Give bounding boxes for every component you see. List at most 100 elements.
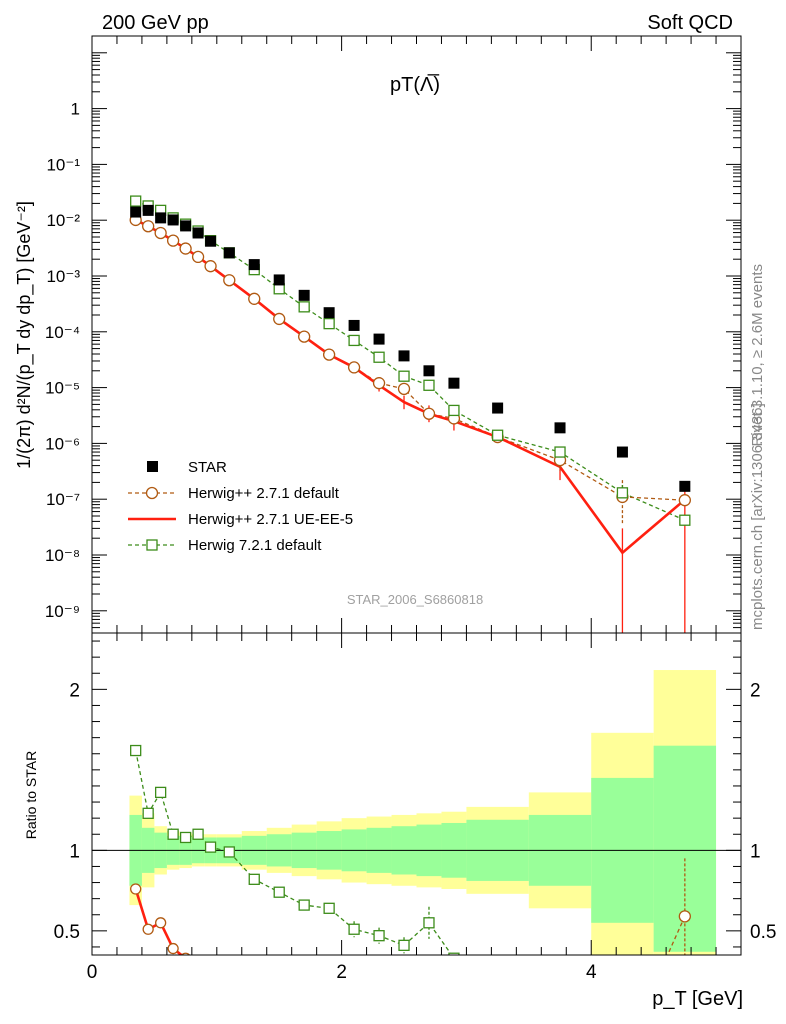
marker-herwig7 [448, 404, 460, 417]
ratio-marker-herwig7 [179, 831, 192, 844]
marker-herwigpp-default [322, 348, 336, 361]
marker-star [554, 422, 566, 434]
y-tick-label-main: 1 [71, 100, 80, 119]
y-axis-title-main: 1/(2π) d²N/(p_T dy dp_T) [GeV⁻²] [14, 201, 35, 469]
legend-entry-herwigpp-default: Herwig++ 2.7.1 default [128, 485, 340, 502]
legend-label-star: STAR [188, 459, 227, 476]
ratio-marker-herwigpp [167, 942, 179, 955]
y-tick-label-main: 10⁻¹ [46, 155, 80, 174]
marker-star [398, 350, 410, 362]
ratio-y-tick-label-right: 0.5 [750, 922, 776, 943]
y-tick-label-main: 10⁻⁶ [45, 434, 80, 453]
marker-star [142, 204, 154, 216]
ratio-y-tick-label-left: 1 [69, 841, 80, 862]
x-tick-label: 2 [336, 962, 347, 983]
marker-star [167, 214, 179, 226]
x-tick-label: 0 [87, 962, 98, 983]
mcplots-label: mcplots.cern.ch [arXiv:1306.3436] [749, 403, 766, 630]
ratio-marker-herwigpp-default [678, 910, 691, 923]
marker-herwig7 [398, 370, 410, 382]
marker-star [248, 259, 260, 271]
x-tick-label: 4 [586, 962, 597, 983]
marker-herwig7 [323, 317, 335, 330]
legend: STAR Herwig++ 2.7.1 default Herwig++ 2.7… [128, 459, 353, 554]
ratio-marker-herwig7 [142, 807, 154, 819]
x-axis-title: p_T [GeV] [652, 988, 743, 1010]
marker-herwigpp-default [154, 226, 167, 240]
marker-herwig7 [348, 334, 360, 347]
ratio-marker-herwig7 [248, 873, 260, 885]
marker-star [223, 247, 235, 259]
marker-star [155, 212, 167, 224]
legend-marker-herwigpp-default [145, 486, 159, 500]
marker-herwig7 [373, 351, 385, 363]
ratio-marker-herwig7 [167, 828, 179, 840]
marker-star [298, 289, 310, 301]
series-line-herwigpp-ueee5 [135, 218, 686, 555]
marker-star [616, 446, 628, 458]
y-tick-label-main: 10⁻³ [46, 267, 80, 286]
ratio-marker-herwig7 [130, 744, 142, 757]
marker-herwig7 [491, 429, 504, 441]
ratio-marker-herwig7 [204, 841, 217, 853]
marker-star [679, 480, 691, 492]
ratio-line-herwigpp-default [666, 916, 686, 955]
marker-star [323, 307, 335, 319]
ratio-series-layer [130, 744, 691, 955]
marker-star [492, 402, 504, 414]
ratio-marker-herwigpp [154, 917, 167, 929]
main-axis-ticks: 10⁻⁹ 10⁻⁸ 10⁻⁷ 10⁻⁶ 10⁻⁵ 10⁻⁴ 10⁻³ 10⁻² 10⁻¹ 1 [45, 35, 742, 634]
marker-star [192, 227, 204, 239]
marker-herwigpp-default [422, 407, 436, 420]
header-left-label: 200 GeV pp [102, 12, 209, 34]
marker-herwigpp-default [397, 382, 411, 395]
marker-star [205, 235, 217, 247]
ratio-marker-herwigpp [130, 883, 142, 895]
rivet-version-label: Rivet 3.1.10, ≥ 2.6M events [749, 264, 766, 447]
ratio-y-tick-label-right: 2 [750, 680, 761, 701]
marker-herwig7 [616, 487, 629, 499]
y-axis-title-ratio: Ratio to STAR [23, 751, 39, 839]
marker-star [423, 365, 435, 377]
legend-marker-star [147, 461, 158, 472]
legend-label-herwigpp-ueee5: Herwig++ 2.7.1 UE-EE-5 [188, 511, 353, 528]
y-tick-label-main: 10⁻⁵ [45, 379, 80, 398]
ratio-marker-herwig7 [273, 886, 285, 898]
marker-herwigpp-default [204, 260, 217, 273]
marker-herwigpp-default [179, 242, 192, 255]
y-tick-label-main: 10⁻⁴ [45, 323, 80, 342]
marker-star [130, 206, 142, 218]
legend-entry-herwig7: Herwig 7.2.1 default [128, 537, 322, 554]
header-right-label: Soft QCD [647, 12, 733, 34]
ratio-marker-herwig7 [373, 930, 385, 942]
ratio-marker-herwig7 [298, 899, 310, 911]
marker-herwigpp-default [166, 234, 180, 247]
marker-herwigpp-default [142, 220, 155, 233]
marker-star [273, 274, 285, 286]
marker-herwigpp-default [273, 312, 286, 326]
ratio-marker-herwig7 [348, 923, 360, 935]
main-series-layer [129, 195, 691, 633]
ratio-marker-herwig7 [223, 846, 235, 858]
marker-herwigpp-default [248, 292, 261, 305]
ratio-marker-herwig7 [423, 917, 435, 929]
ratio-marker-herwigpp [142, 923, 154, 935]
ratio-uncertainty-bands [92, 670, 741, 955]
y-tick-label-main: 10⁻⁸ [45, 546, 80, 565]
marker-herwigpp-default [191, 250, 205, 264]
marker-herwig7 [423, 379, 435, 391]
ratio-marker-herwig7 [154, 786, 167, 799]
ratio-marker-herwig7 [398, 939, 410, 951]
ratio-marker-herwig7 [323, 902, 335, 914]
marker-herwigpp-default [298, 330, 311, 343]
watermark-label: STAR_2006_S6860818 [347, 592, 483, 607]
ratio-y-tick-label-right: 1 [750, 841, 761, 862]
legend-marker-herwig7 [146, 539, 158, 551]
y-tick-label-main: 10⁻² [46, 211, 80, 230]
marker-herwig7 [298, 301, 310, 313]
marker-star [180, 220, 192, 232]
ratio-axis-ticks: 0.5 0.5 1 1 2 2 0 2 4 [54, 633, 776, 983]
marker-herwigpp-default [372, 377, 386, 390]
ratio-frame [91, 632, 742, 956]
